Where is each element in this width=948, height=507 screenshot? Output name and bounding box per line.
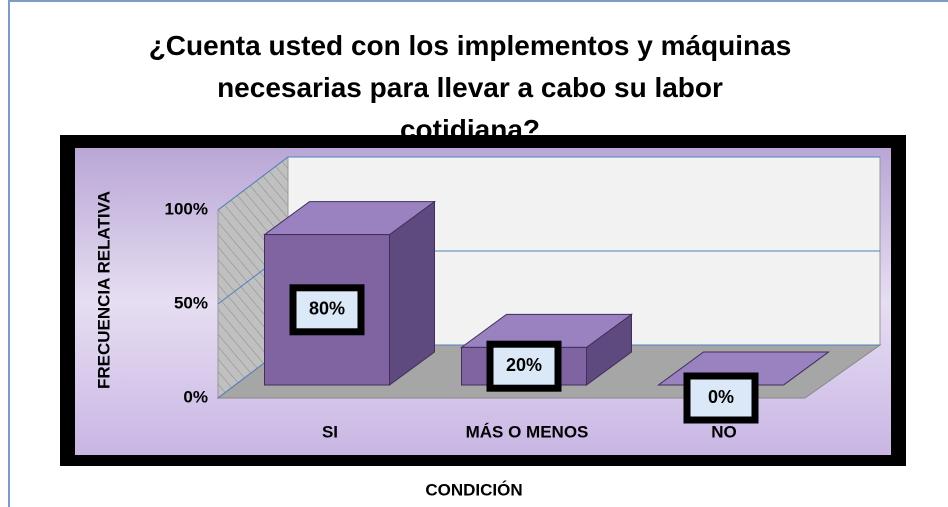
data-label: 20% — [506, 355, 542, 375]
y-tick-label: 100% — [165, 199, 208, 218]
data-label-box — [683, 372, 759, 424]
data-label: 0% — [708, 387, 734, 407]
data-label: 80% — [309, 299, 345, 319]
grid-line — [217, 156, 289, 211]
chart-title-text: ¿Cuenta usted con los implementos y máqu… — [149, 30, 792, 145]
x-tick-label: MÁS O MENOS — [466, 422, 589, 441]
data-label-box — [486, 340, 562, 392]
x-axis-title: CONDICIÓN — [425, 480, 522, 499]
bar — [459, 313, 634, 386]
y-tick-label: 0% — [183, 387, 208, 406]
y-tick-label: 50% — [174, 293, 208, 312]
x-tick-label: NO — [711, 422, 737, 441]
chart-title: ¿Cuenta usted con los implementos y máqu… — [149, 30, 792, 145]
data-label-box — [289, 284, 365, 336]
y-axis-title: FRECUENCIA RELATIVA — [94, 191, 113, 389]
x-tick-label: SI — [322, 422, 338, 441]
